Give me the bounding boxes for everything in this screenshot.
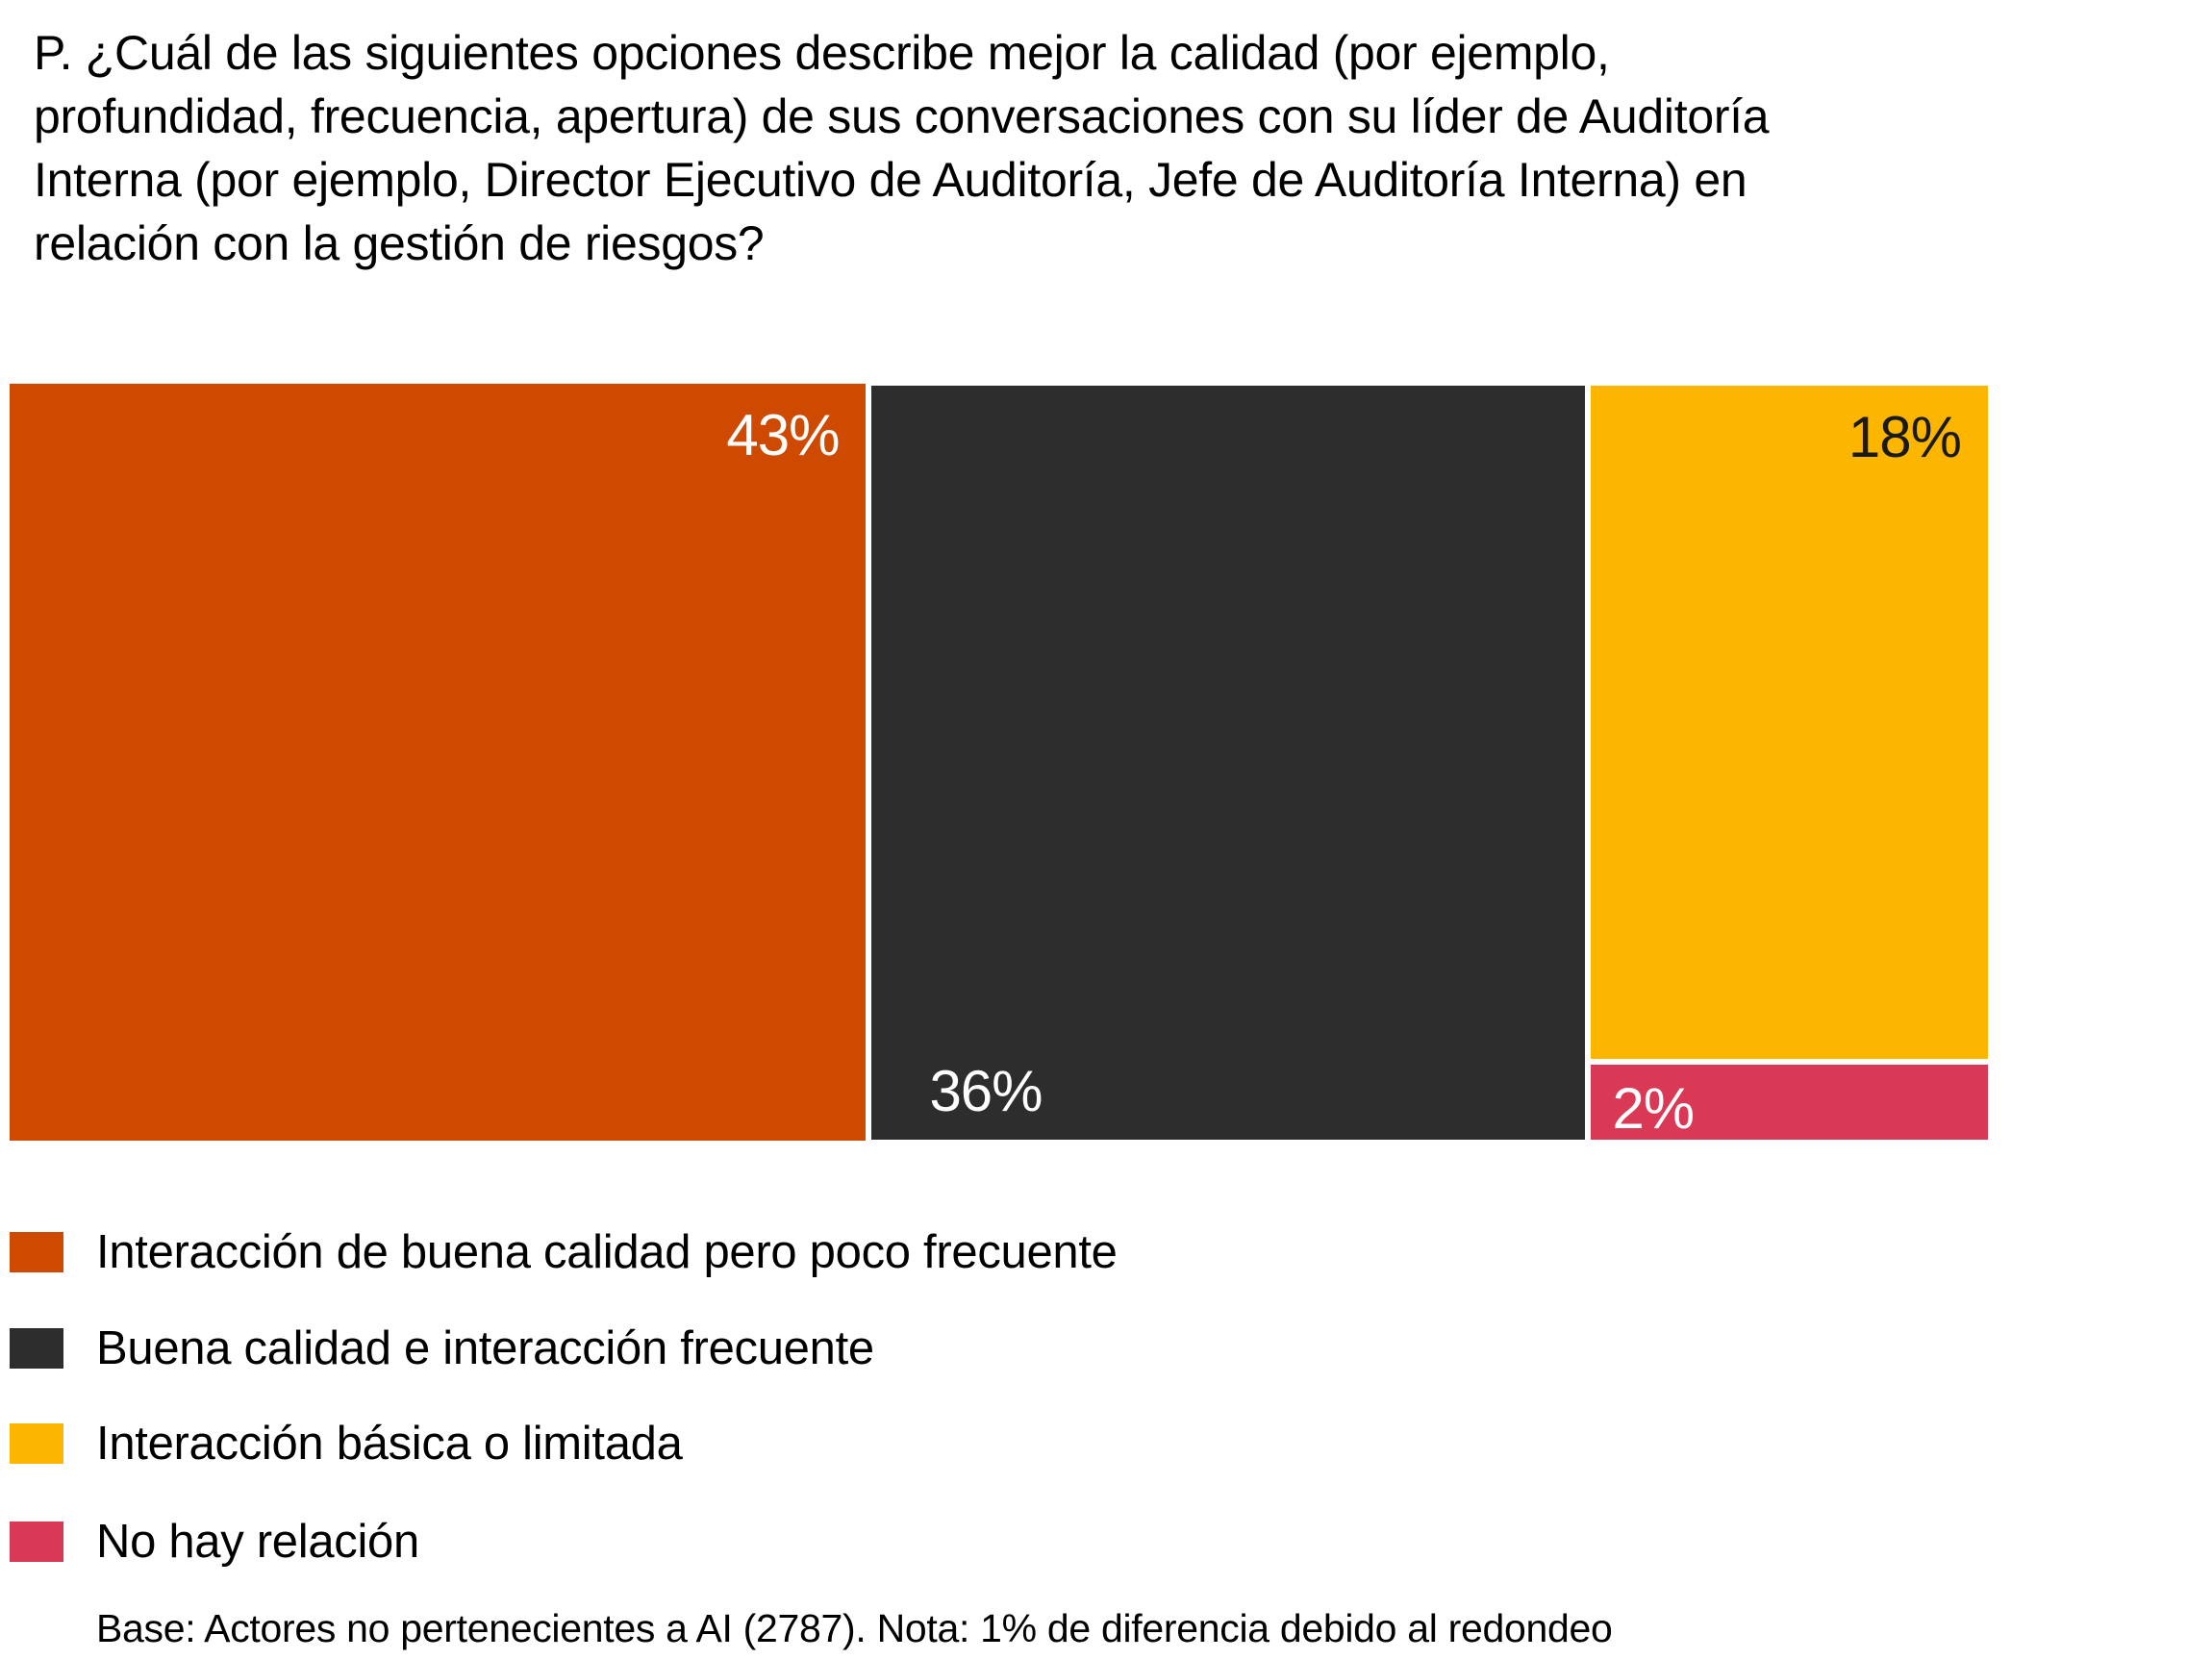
tile-value-label: 36% bbox=[929, 1059, 1043, 1123]
legend-item: Interacción de buena calidad pero poco f… bbox=[10, 1223, 1118, 1281]
title-line: profundidad, frecuencia, apertura) de su… bbox=[34, 89, 1770, 143]
legend-swatch bbox=[10, 1232, 63, 1272]
legend-label: No hay relación bbox=[96, 1516, 419, 1568]
legend-label: Buena calidad e interacción frecuente bbox=[96, 1322, 874, 1374]
tile-value-label: 2% bbox=[1612, 1075, 1695, 1141]
legend-label: Interacción de buena calidad pero poco f… bbox=[96, 1226, 1118, 1278]
title-line: P. ¿Cuál de las siguientes opciones desc… bbox=[34, 26, 1610, 80]
legend-swatch bbox=[10, 1522, 63, 1562]
legend-swatch bbox=[10, 1328, 63, 1369]
treemap-tile: 43% bbox=[10, 384, 867, 1141]
title-line: Interna (por ejemplo, Director Ejecutivo… bbox=[34, 153, 1747, 207]
treemap-tile: 18% bbox=[1591, 386, 1988, 1060]
title-line: relación con la gestión de riesgos? bbox=[34, 216, 765, 270]
legend-label: Interacción básica o limitada bbox=[96, 1418, 683, 1470]
tile-value-label: 18% bbox=[1848, 405, 1962, 469]
legend-item: Buena calidad e interacción frecuente bbox=[10, 1320, 874, 1377]
chart-title: P. ¿Cuál de las siguientes opciones desc… bbox=[34, 21, 2073, 275]
tile-value-label: 43% bbox=[726, 403, 840, 467]
treemap-tile: 36% bbox=[871, 386, 1586, 1140]
treemap-tile: 2% bbox=[1591, 1065, 1988, 1140]
footnote: Base: Actores no pertenecientes a AI (27… bbox=[96, 1606, 1613, 1650]
legend-item: No hay relación bbox=[10, 1513, 419, 1571]
legend-swatch bbox=[10, 1423, 63, 1464]
legend-item: Interacción básica o limitada bbox=[10, 1415, 683, 1472]
